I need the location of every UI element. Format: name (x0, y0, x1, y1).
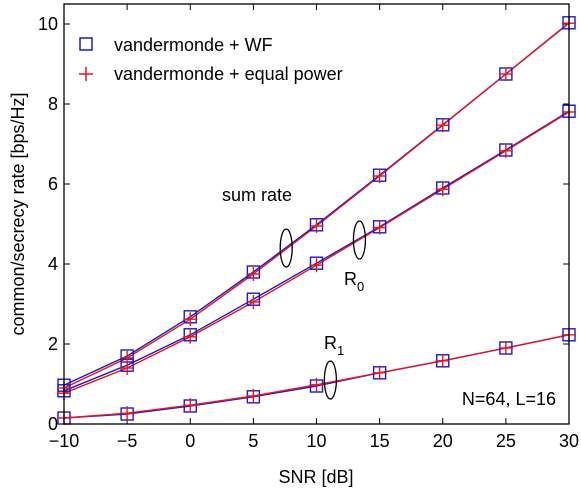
x-tick-label: 30 (559, 431, 579, 451)
marker-plus (435, 353, 450, 368)
marker-plus (372, 365, 387, 380)
r0-annotation-sub: 0 (357, 279, 364, 294)
x-tick-label: 20 (433, 431, 453, 451)
marker-plus (372, 220, 387, 235)
sum-rate-annotation: sum rate (222, 185, 292, 205)
r0-annotation: R0 (344, 269, 364, 294)
params-annotation: N=64, L=16 (462, 389, 556, 409)
y-tick-label: 2 (48, 334, 58, 354)
r0-ellipse (352, 220, 367, 260)
marker-plus (498, 143, 513, 158)
x-axis-title: SNR [dB] (278, 467, 353, 487)
marker-plus (120, 406, 135, 421)
marker-plus (183, 312, 198, 327)
marker-plus (372, 169, 387, 183)
y-tick-label: 4 (48, 254, 58, 274)
r1-ellipse (323, 360, 338, 400)
marker-plus (246, 295, 261, 309)
x-tick-label: 25 (496, 431, 516, 451)
marker-plus (435, 118, 450, 133)
plot-frame (63, 3, 570, 425)
marker-plus (246, 389, 261, 403)
legend-label-wf: vandermonde + WF (114, 35, 273, 55)
legend-marker-equal (79, 67, 93, 81)
marker-plus (120, 361, 135, 375)
y-tick-label: 6 (48, 174, 58, 194)
y-axis-title: common/secrecy rate [bps/Hz] (8, 92, 28, 335)
r0-annotation-main: R (344, 269, 357, 289)
r1-annotation-sub: 1 (337, 343, 344, 358)
x-tick-label: 10 (306, 431, 326, 451)
y-tick-label: 8 (48, 94, 58, 114)
y-tick-label: 10 (38, 14, 58, 34)
marker-plus (435, 182, 450, 197)
marker-plus (246, 267, 261, 281)
marker-plus (309, 258, 324, 273)
group-ellipses (279, 220, 367, 400)
y-tick-label: 0 (48, 414, 58, 434)
x-tick-label: 15 (370, 431, 390, 451)
x-tick-label: 0 (185, 431, 195, 451)
sum-rate-ellipse (279, 228, 293, 268)
marker-plus (498, 341, 513, 355)
legend-label-equal: vandermonde + equal power (114, 64, 343, 84)
marker-plus (309, 377, 324, 392)
x-tick-label: −10 (49, 431, 80, 451)
marker-plus (498, 67, 513, 81)
x-tick-label: 5 (248, 431, 258, 451)
r1-annotation-main: R (324, 333, 337, 353)
x-tick-label: −5 (117, 431, 138, 451)
marker-plus (309, 219, 324, 233)
marker-plus (183, 329, 198, 344)
marker-plus (183, 398, 198, 413)
legend: vandermonde + WF vandermonde + equal pow… (79, 35, 343, 84)
r1-annotation: R1 (324, 333, 344, 358)
legend-marker-wf (79, 37, 93, 51)
